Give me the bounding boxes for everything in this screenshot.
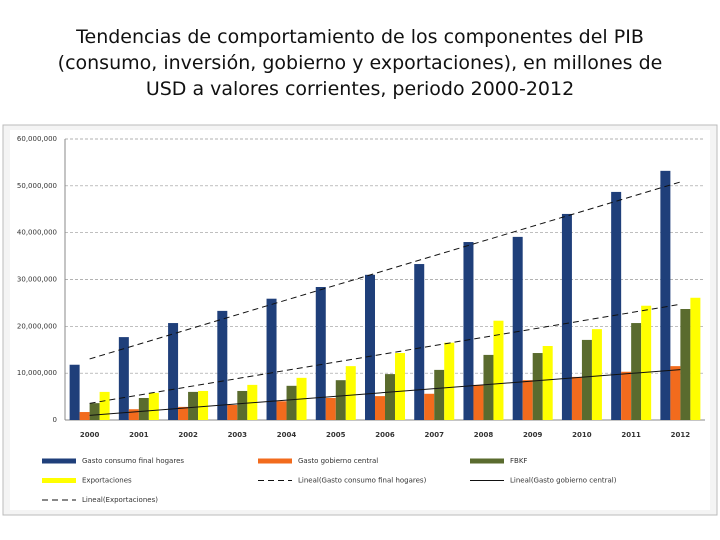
x-tick-label: 2001 — [129, 431, 149, 439]
bar — [99, 391, 110, 420]
trend-line — [89, 181, 681, 360]
bar — [69, 364, 80, 420]
legend-label: FBKF — [510, 457, 527, 465]
x-tick-label: 2010 — [572, 431, 592, 439]
legend-swatch — [42, 458, 76, 464]
bar — [680, 309, 691, 420]
bar — [660, 170, 671, 420]
y-tick-label: 0 — [53, 416, 57, 424]
bar — [138, 397, 149, 420]
x-tick-label: 2005 — [326, 431, 346, 439]
y-tick-label: 20,000,000 — [17, 322, 57, 330]
legend-swatch — [258, 458, 292, 464]
bar — [198, 390, 209, 420]
title-block: Tendencias de comportamiento de los comp… — [0, 24, 720, 102]
bar — [483, 354, 494, 420]
bar — [375, 396, 385, 420]
x-tick-label: 2004 — [277, 431, 297, 439]
bar — [444, 342, 455, 420]
bar — [315, 286, 326, 420]
bar — [266, 298, 277, 420]
legend-label: Gasto consumo final hogares — [82, 457, 184, 465]
title-line: (consumo, inversión, gobierno y exportac… — [57, 52, 663, 74]
bar — [118, 337, 129, 420]
x-tick-label: 2009 — [523, 431, 543, 439]
y-tick-label: 10,000,000 — [17, 369, 57, 377]
bar — [621, 371, 632, 420]
bar — [188, 391, 199, 420]
x-tick-label: 2006 — [375, 431, 395, 439]
x-tick-label: 2002 — [178, 431, 198, 439]
bar — [571, 376, 582, 420]
bar — [345, 366, 356, 420]
bar — [611, 191, 622, 420]
bar — [148, 392, 159, 420]
bar — [532, 353, 543, 420]
trend-line — [89, 369, 681, 416]
bar — [325, 397, 336, 420]
title-line: Tendencias de comportamiento de los comp… — [76, 26, 644, 48]
bar — [424, 393, 435, 420]
bar — [335, 380, 346, 420]
bar — [670, 366, 681, 420]
legend-swatch — [42, 478, 76, 483]
legend-label: Lineal(Gasto consumo final hogares) — [298, 477, 427, 485]
x-tick-label: 2003 — [228, 431, 248, 439]
bar — [581, 339, 592, 420]
bar — [522, 380, 533, 420]
bar — [237, 390, 248, 420]
chart-area — [10, 130, 710, 510]
bar — [385, 374, 395, 420]
bar — [79, 412, 90, 420]
bar — [631, 323, 642, 420]
bar — [561, 213, 572, 420]
y-tick-label: 40,000,000 — [17, 229, 57, 237]
bar — [128, 409, 139, 420]
x-tick-label: 2007 — [424, 431, 444, 439]
x-tick-label: 2011 — [621, 431, 641, 439]
x-tick-label: 2008 — [474, 431, 494, 439]
bar — [690, 297, 701, 420]
y-tick-label: 30,000,000 — [17, 276, 57, 284]
bar — [641, 305, 652, 420]
legend-label: Lineal(Gasto gobierno central) — [510, 477, 617, 485]
legend-swatch — [470, 458, 504, 464]
bar — [89, 403, 100, 420]
legend-label: Exportaciones — [82, 477, 132, 485]
bar — [217, 310, 228, 420]
bar — [591, 329, 602, 420]
bar — [493, 320, 504, 420]
y-tick-label: 60,000,000 — [17, 135, 57, 143]
bar — [168, 323, 179, 420]
bar — [276, 401, 287, 420]
bar — [463, 242, 474, 420]
bar — [286, 385, 297, 420]
x-tick-label: 2012 — [671, 431, 691, 439]
bar — [227, 405, 238, 420]
bar — [365, 274, 375, 420]
title-line: USD a valores corrientes, periodo 2000-2… — [145, 78, 575, 100]
y-tick-label: 50,000,000 — [17, 182, 57, 190]
bar — [178, 406, 189, 420]
bar — [395, 353, 405, 420]
bar — [512, 236, 523, 420]
bar — [414, 264, 425, 420]
legend-label: Gasto gobierno central — [298, 457, 378, 465]
bar — [542, 346, 553, 420]
x-tick-label: 2000 — [80, 431, 100, 439]
legend-label: Lineal(Exportaciones) — [82, 496, 158, 504]
bar — [473, 384, 484, 420]
bar — [434, 369, 445, 420]
